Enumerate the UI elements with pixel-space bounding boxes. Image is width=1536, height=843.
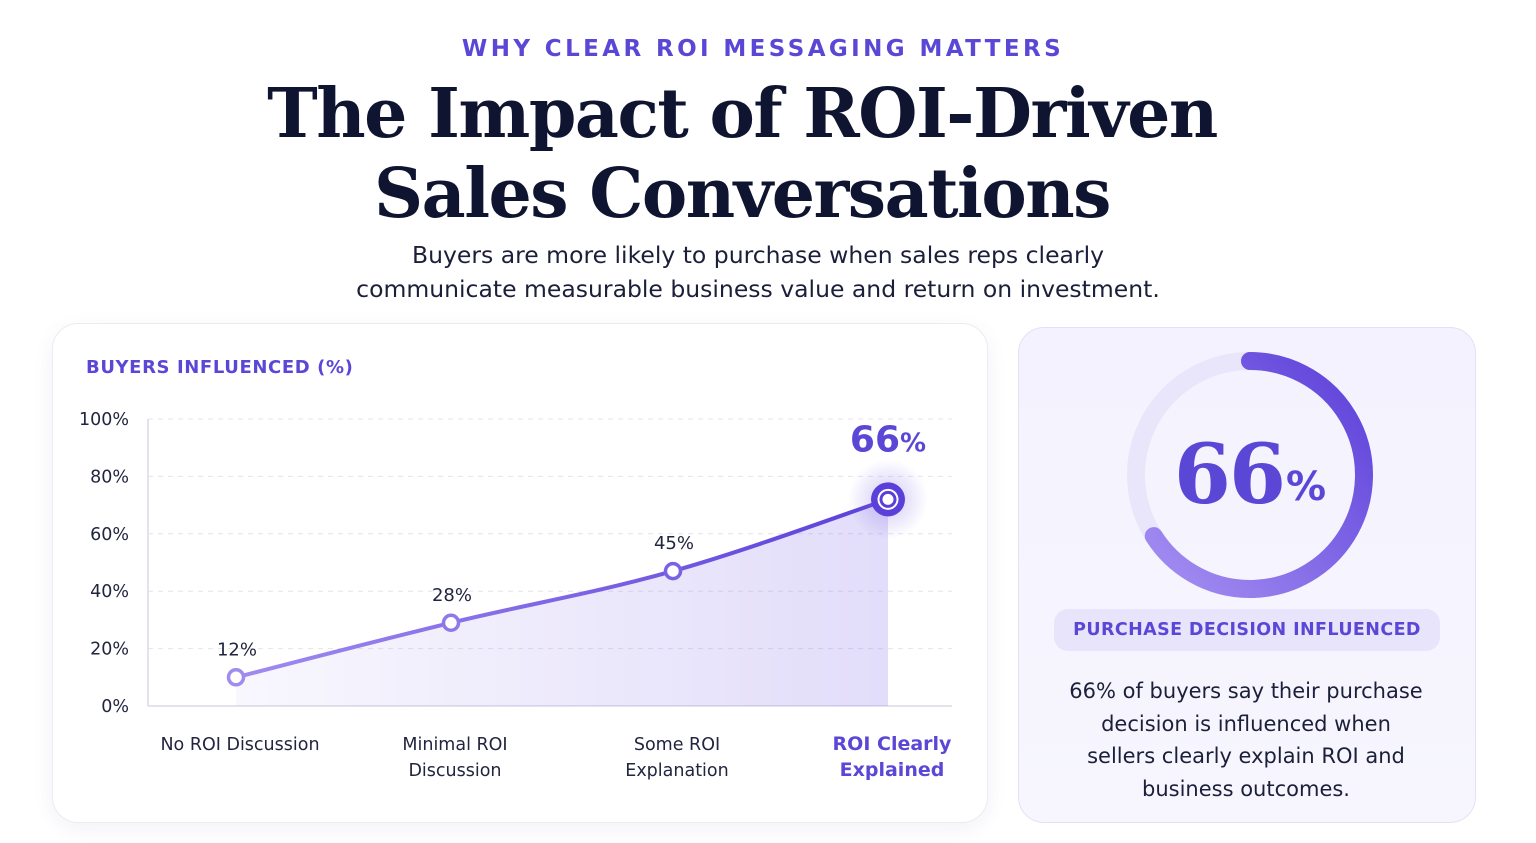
donut-value-unit: % [1286, 464, 1327, 510]
stat-description-line: decision is influenced when [1101, 711, 1391, 736]
data-label: 28% [432, 585, 472, 606]
page-title-line-1: The Impact of ROI-Driven [267, 74, 1218, 154]
data-point [663, 561, 683, 581]
y-tick-label: 80% [90, 467, 129, 487]
eyebrow-heading: WHY CLEAR ROI MESSAGING MATTERS [461, 36, 1065, 62]
series-line [234, 497, 890, 680]
x-category-label: Explanation [625, 761, 728, 781]
page-title: The Impact of ROI-Driven Sales Conversat… [0, 74, 1484, 234]
data-label-highlight-value: 66 [850, 419, 900, 460]
x-category-label: Explained [840, 759, 945, 781]
stat-description-line: business outcomes. [1142, 776, 1350, 801]
x-category-label: No ROI Discussion [160, 735, 319, 755]
highlight-point-core [879, 490, 897, 508]
data-point [441, 613, 461, 633]
chart-y-label: BUYERS INFLUENCED (%) [86, 357, 354, 378]
y-tick-label: 40% [90, 582, 129, 602]
stat-description: 66% of buyers say their purchase decisio… [1040, 675, 1452, 805]
stat-label-badge: PURCHASE DECISION INFLUENCED [1054, 609, 1440, 651]
data-point [226, 668, 246, 687]
donut-ring [1127, 352, 1373, 598]
stat-description-line: 66% of buyers say their purchase [1069, 679, 1423, 703]
data-label: 45% [654, 533, 694, 554]
page-title-line-2: Sales Conversations [374, 154, 1111, 234]
line-chart: 0% 20% 40% 60% 80% 100% 12% 28% 45% 66% No ROI Dis… [79, 410, 953, 781]
area-fill [236, 499, 888, 706]
donut-value: 66 % [1118, 343, 1382, 607]
data-label: 12% [217, 639, 257, 660]
x-category-label: Minimal ROI [402, 735, 507, 755]
stat-description-line: sellers clearly explain ROI and [1087, 744, 1405, 768]
y-tick-label: 20% [90, 640, 129, 660]
y-tick-label: 60% [90, 525, 129, 545]
x-category-label: ROI Clearly [833, 733, 953, 755]
donut-value-number: 66 [1173, 427, 1286, 523]
y-tick-label: 0% [101, 697, 129, 717]
donut-progress-arc [1144, 352, 1373, 598]
data-label-highlight: 66% [850, 419, 926, 460]
page-subtitle: Buyers are more likely to purchase when … [0, 238, 1516, 306]
data-label-highlight-unit: % [900, 428, 926, 458]
x-category-label: Some ROI [634, 735, 720, 755]
y-tick-label: 100% [79, 410, 129, 430]
x-category-label: Discussion [408, 761, 501, 781]
stat-card [1018, 327, 1476, 823]
page-subtitle-line-1: Buyers are more likely to purchase when … [411, 241, 1105, 269]
page-subtitle-line-2: communicate measurable business value an… [356, 275, 1160, 303]
